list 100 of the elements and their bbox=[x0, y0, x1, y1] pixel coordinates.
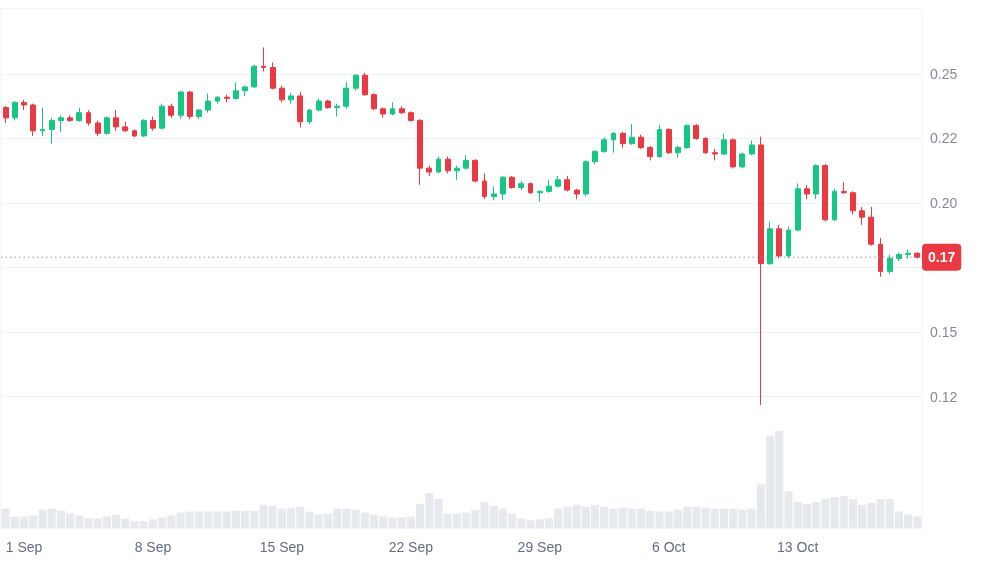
candlestick bbox=[813, 163, 819, 200]
candlestick bbox=[749, 140, 755, 156]
candlestick bbox=[76, 107, 82, 123]
candlestick bbox=[463, 154, 469, 170]
candlestick bbox=[684, 123, 690, 150]
candlestick bbox=[878, 237, 883, 278]
candlestick bbox=[666, 127, 672, 155]
candlestick bbox=[592, 149, 598, 165]
candlestick bbox=[555, 175, 561, 189]
candlestick bbox=[261, 46, 266, 72]
candlestick bbox=[168, 103, 174, 119]
candlestick bbox=[3, 105, 9, 124]
candlestick bbox=[500, 175, 506, 201]
candlestick bbox=[215, 95, 220, 105]
candlestick bbox=[399, 105, 405, 115]
candlestick bbox=[887, 254, 893, 275]
candlestick bbox=[657, 124, 662, 159]
candlestick bbox=[482, 172, 487, 200]
candlestick bbox=[859, 206, 865, 226]
candlestick bbox=[417, 118, 423, 186]
x-tick-label: 6 Oct bbox=[651, 539, 686, 556]
candlestick bbox=[436, 156, 441, 174]
candlestick bbox=[196, 108, 202, 120]
x-tick-label: 13 Oct bbox=[777, 539, 819, 556]
candlestick bbox=[703, 136, 708, 155]
candlestick bbox=[546, 179, 552, 194]
candlestick bbox=[122, 121, 128, 133]
candlestick bbox=[850, 190, 856, 216]
candlestick bbox=[30, 103, 36, 137]
candlestick bbox=[583, 159, 589, 198]
candlestick bbox=[647, 145, 653, 161]
candlestick bbox=[832, 188, 837, 222]
candlestick bbox=[454, 165, 460, 181]
candlestick bbox=[675, 145, 681, 159]
candlestick bbox=[638, 134, 644, 150]
candlestick bbox=[611, 131, 616, 154]
candlestick bbox=[86, 109, 91, 127]
candlestick bbox=[205, 92, 211, 114]
x-tick-label: 29 Sep bbox=[517, 539, 563, 556]
candlestick bbox=[712, 148, 718, 161]
candlestick bbox=[905, 248, 911, 259]
candlestick bbox=[472, 158, 478, 183]
candlestick bbox=[12, 100, 18, 121]
candlestick bbox=[601, 136, 607, 154]
y-tick-label: 0.15 bbox=[930, 324, 958, 341]
candlestick bbox=[150, 116, 156, 132]
y-tick-label: 0.22 bbox=[930, 130, 958, 147]
candlestick bbox=[380, 107, 386, 119]
candlestick bbox=[325, 99, 331, 110]
candlestick bbox=[224, 94, 230, 103]
candlestick bbox=[40, 107, 45, 137]
candlestick bbox=[113, 109, 119, 132]
candlestick bbox=[343, 81, 349, 110]
candlestick bbox=[739, 152, 745, 169]
candlestick bbox=[334, 103, 340, 118]
candlestick bbox=[49, 117, 55, 145]
candlestick bbox=[67, 114, 73, 123]
candlestick bbox=[509, 175, 515, 190]
candlestick bbox=[721, 133, 727, 156]
candlestick bbox=[620, 131, 626, 149]
x-tick-label: 8 Sep bbox=[134, 539, 172, 556]
candlestick bbox=[390, 101, 395, 116]
candlestick bbox=[178, 90, 184, 120]
candlestick bbox=[132, 128, 137, 138]
candlestick bbox=[279, 85, 285, 103]
candlestick bbox=[804, 184, 810, 200]
candlestick bbox=[316, 98, 322, 112]
candlestick bbox=[58, 114, 64, 133]
candlestick bbox=[445, 156, 451, 174]
candlestick bbox=[104, 116, 110, 136]
candlestick bbox=[758, 136, 764, 406]
x-tick-label: 15 Sep bbox=[259, 539, 305, 556]
candlestick bbox=[187, 90, 193, 120]
candlestick bbox=[371, 92, 377, 111]
candlestick bbox=[288, 92, 294, 105]
y-tick-label: 0.12 bbox=[930, 388, 958, 405]
candlestick bbox=[362, 72, 368, 97]
y-tick-label: 0.25 bbox=[930, 65, 958, 82]
candlestick bbox=[233, 81, 239, 101]
x-tick-label: 22 Sep bbox=[388, 539, 434, 556]
candlestick bbox=[574, 188, 580, 200]
candlestick bbox=[564, 175, 570, 192]
candlestick bbox=[868, 206, 874, 247]
candlestick bbox=[353, 73, 359, 92]
candlestick bbox=[693, 123, 699, 141]
candlestick bbox=[795, 182, 801, 232]
candlestick bbox=[491, 185, 497, 201]
candlestick bbox=[408, 110, 414, 123]
candlestick bbox=[307, 108, 312, 125]
candlestick bbox=[776, 224, 782, 259]
candlestick bbox=[242, 85, 248, 97]
candlestick bbox=[767, 221, 773, 266]
candlestick bbox=[21, 99, 27, 111]
candlestick bbox=[518, 180, 524, 191]
candlestick bbox=[297, 91, 303, 128]
annotation: 0.17 bbox=[928, 249, 956, 266]
candlestick bbox=[141, 118, 147, 138]
y-tick-label: 0.20 bbox=[930, 195, 958, 211]
candlestick bbox=[528, 181, 533, 195]
candlestick bbox=[730, 138, 736, 169]
